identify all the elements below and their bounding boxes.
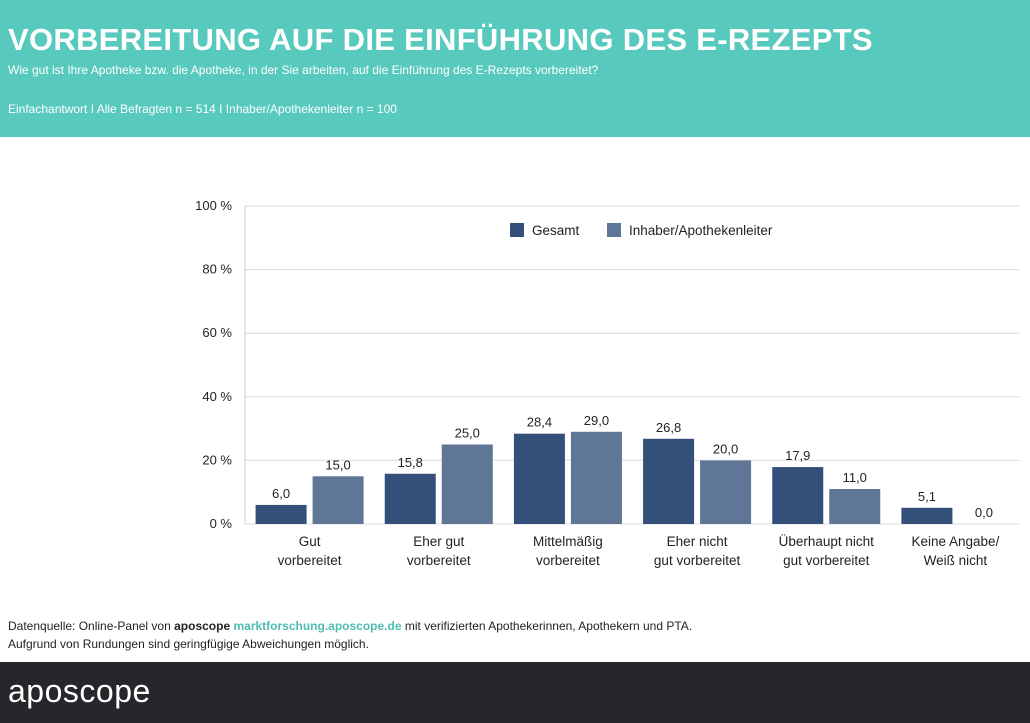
x-tick-label: vorbereitet xyxy=(278,553,342,568)
data-label: 0,0 xyxy=(975,505,993,520)
bar-inhaber xyxy=(312,476,364,524)
x-tick-label: Eher gut xyxy=(413,534,464,549)
x-tick-label: gut vorbereitet xyxy=(654,553,741,568)
x-tick-label: gut vorbereitet xyxy=(783,553,870,568)
y-tick-label: 20 % xyxy=(202,452,232,467)
rounding-note: Aufgrund von Rundungen sind geringfügige… xyxy=(8,637,369,651)
y-tick-label: 0 % xyxy=(210,516,233,531)
source-link[interactable]: marktforschung.aposcope.de xyxy=(233,619,402,633)
data-label: 29,0 xyxy=(584,413,609,428)
y-tick-label: 80 % xyxy=(202,262,232,277)
y-tick-label: 100 % xyxy=(195,198,232,213)
survey-question: Wie gut ist Ihre Apotheke bzw. die Apoth… xyxy=(8,63,599,77)
bar-inhaber xyxy=(829,489,881,524)
page-title: VORBEREITUNG AUF DIE EINFÜHRUNG DES E-RE… xyxy=(8,22,873,57)
data-label: 6,0 xyxy=(272,486,290,501)
x-tick-label: Eher nicht xyxy=(667,534,728,549)
x-tick-label: Mittelmäßig xyxy=(533,534,603,549)
source-line: Datenquelle: Online-Panel von aposcope m… xyxy=(8,617,692,635)
x-tick-label: vorbereitet xyxy=(536,553,600,568)
data-label: 11,0 xyxy=(843,470,867,485)
source-brand: aposcope xyxy=(174,619,231,633)
y-tick-label: 40 % xyxy=(202,389,232,404)
y-tick-label: 60 % xyxy=(202,325,232,340)
x-tick-label: Weiß nicht xyxy=(924,553,988,568)
data-label: 15,8 xyxy=(398,455,423,470)
data-label: 25,0 xyxy=(455,426,480,441)
footer-notes: Datenquelle: Online-Panel von aposcope m… xyxy=(8,617,692,653)
bar-inhaber xyxy=(570,431,622,524)
header-banner: VORBEREITUNG AUF DIE EINFÜHRUNG DES E-RE… xyxy=(0,0,1030,137)
x-tick-label: Gut xyxy=(299,534,321,549)
data-label: 5,1 xyxy=(918,489,936,504)
bar-gesamt xyxy=(255,504,307,524)
legend-label: Gesamt xyxy=(532,223,580,238)
bar-gesamt xyxy=(513,433,565,524)
bar-inhaber xyxy=(441,444,493,524)
sample-note: Einfachantwort I Alle Befragten n = 514 … xyxy=(8,102,397,116)
legend-swatch-gesamt xyxy=(510,223,524,237)
data-label: 28,4 xyxy=(527,415,552,430)
source-suffix: mit verifizierten Apothekerinnen, Apothe… xyxy=(404,619,693,633)
x-tick-label: Keine Angabe/ xyxy=(911,534,999,549)
data-label: 17,9 xyxy=(785,448,810,463)
x-tick-label: vorbereitet xyxy=(407,553,471,568)
data-label: 26,8 xyxy=(656,420,681,435)
bar-gesamt xyxy=(901,507,953,524)
data-label: 20,0 xyxy=(713,441,738,456)
bar-gesamt xyxy=(384,473,436,524)
legend-label: Inhaber/Apothekenleiter xyxy=(629,223,773,238)
bar-chart: 0 % 20 % 40 % 60 % 80 % 100 % 6,0 15,0 Gut vorber… xyxy=(195,198,1020,568)
brand-bar: aposcope xyxy=(0,662,1030,723)
bar-gesamt xyxy=(643,438,695,524)
bar-gesamt xyxy=(772,467,824,524)
x-tick-label: Überhaupt nicht xyxy=(779,534,875,549)
bar-inhaber xyxy=(700,460,752,524)
legend-swatch-inhaber xyxy=(607,223,621,237)
source-prefix: Datenquelle: Online-Panel von xyxy=(8,619,171,633)
data-label: 15,0 xyxy=(325,457,350,472)
aposcope-logo: aposcope xyxy=(8,673,151,709)
